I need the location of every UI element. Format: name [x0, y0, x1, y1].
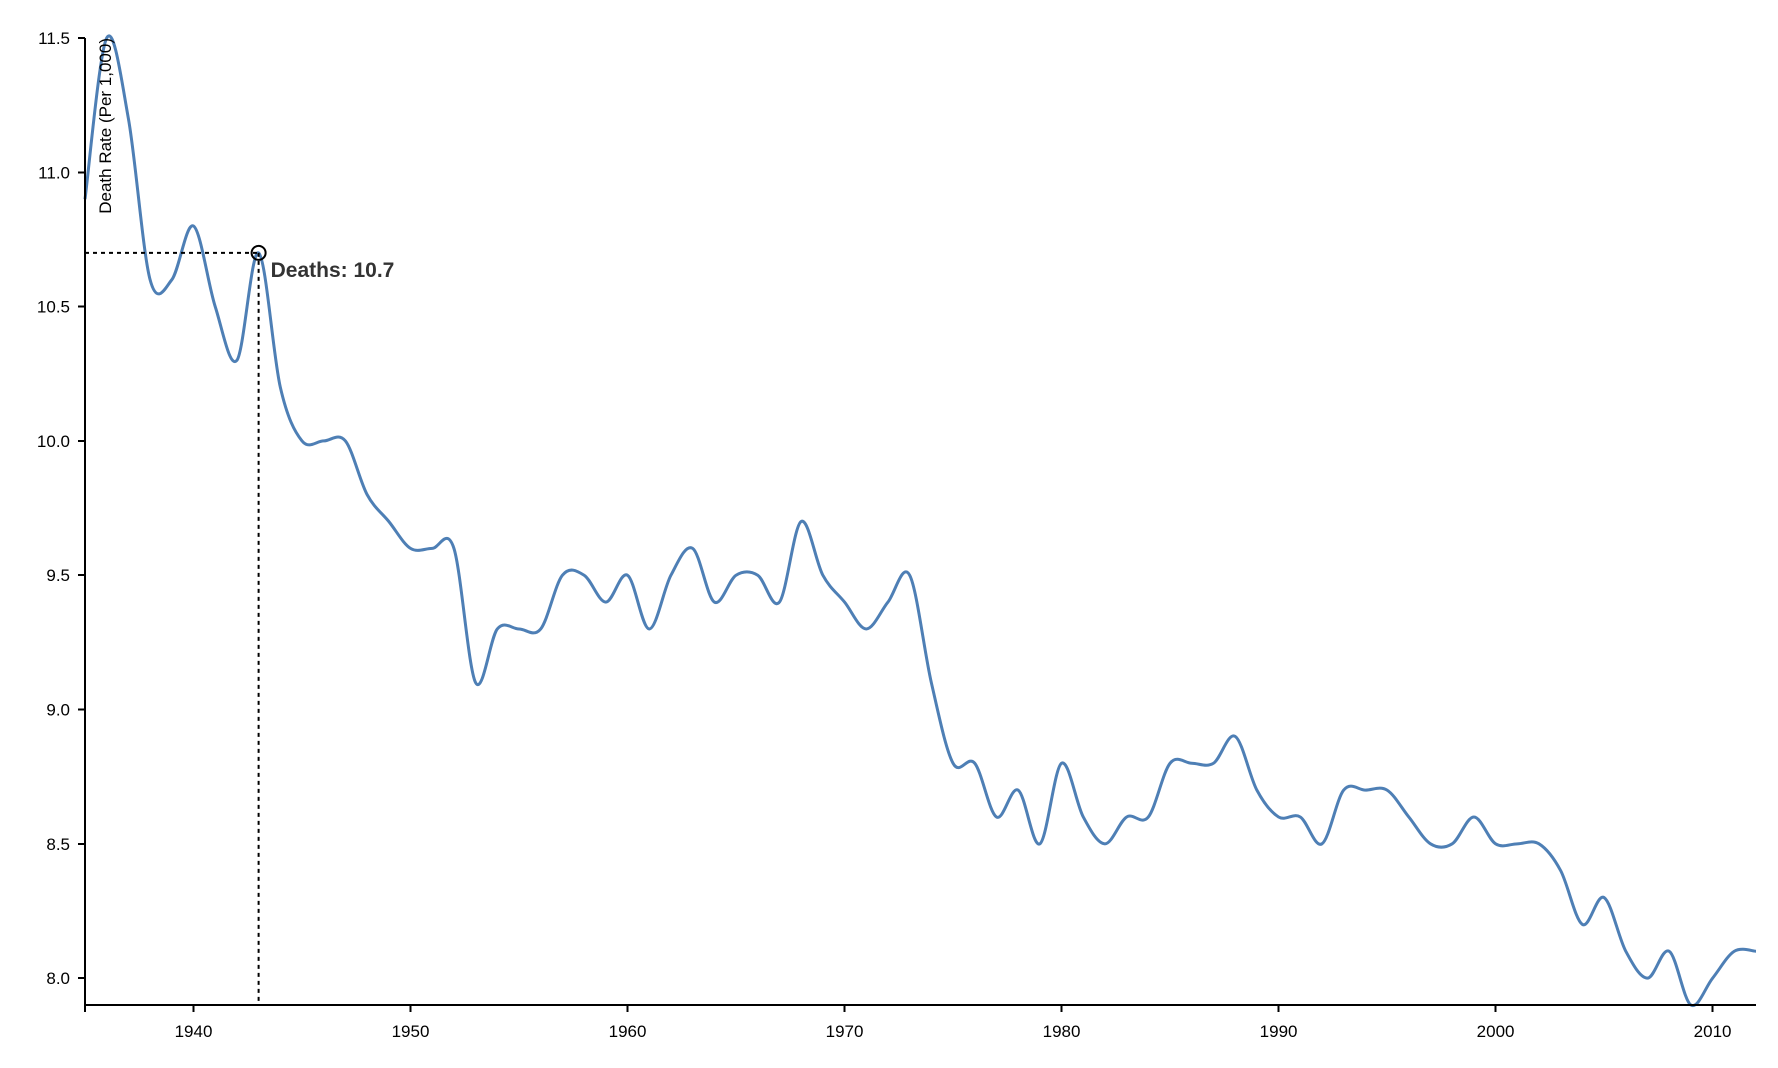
x-axis: 1940 1950 1960 1970 1980 1990 2000 2010: [84, 1004, 1756, 1041]
y-tick-label: 9.5: [46, 566, 70, 585]
y-tick-label: 11.0: [38, 163, 70, 182]
death-rate-series-line: [83, 34, 1757, 1007]
y-tick-label: 8.0: [46, 969, 70, 988]
y-axis-title: Death Rate (Per 1,000): [96, 38, 115, 214]
focus-point-marker[interactable]: [250, 244, 267, 261]
y-tick-label: 10.5: [37, 298, 70, 317]
y-axis: Death Rate (Per 1,000) 8.0 8.5 9.0 9.5 10.0 1…: [37, 29, 115, 1005]
x-tick-label: 1990: [1260, 1022, 1298, 1041]
x-tick-label: 2010: [1694, 1022, 1732, 1041]
x-tick-label: 1960: [609, 1022, 647, 1041]
y-tick-label: 11.5: [38, 29, 70, 48]
y-tick-label: 8.5: [46, 835, 70, 854]
hover-focus[interactable]: Deaths: 10.7: [85, 244, 395, 1005]
x-tick-label: 1950: [392, 1022, 430, 1041]
y-tick-label: 9.0: [46, 701, 70, 720]
x-tick-label: 1980: [1043, 1022, 1081, 1041]
focus-value-label: Deaths: 10.7: [271, 259, 395, 282]
x-tick-label: 2000: [1477, 1022, 1515, 1041]
x-tick-label: 1940: [175, 1022, 213, 1041]
plot-area: [83, 34, 1757, 1007]
y-tick-label: 10.0: [37, 432, 70, 451]
x-tick-label: 1970: [826, 1022, 864, 1041]
